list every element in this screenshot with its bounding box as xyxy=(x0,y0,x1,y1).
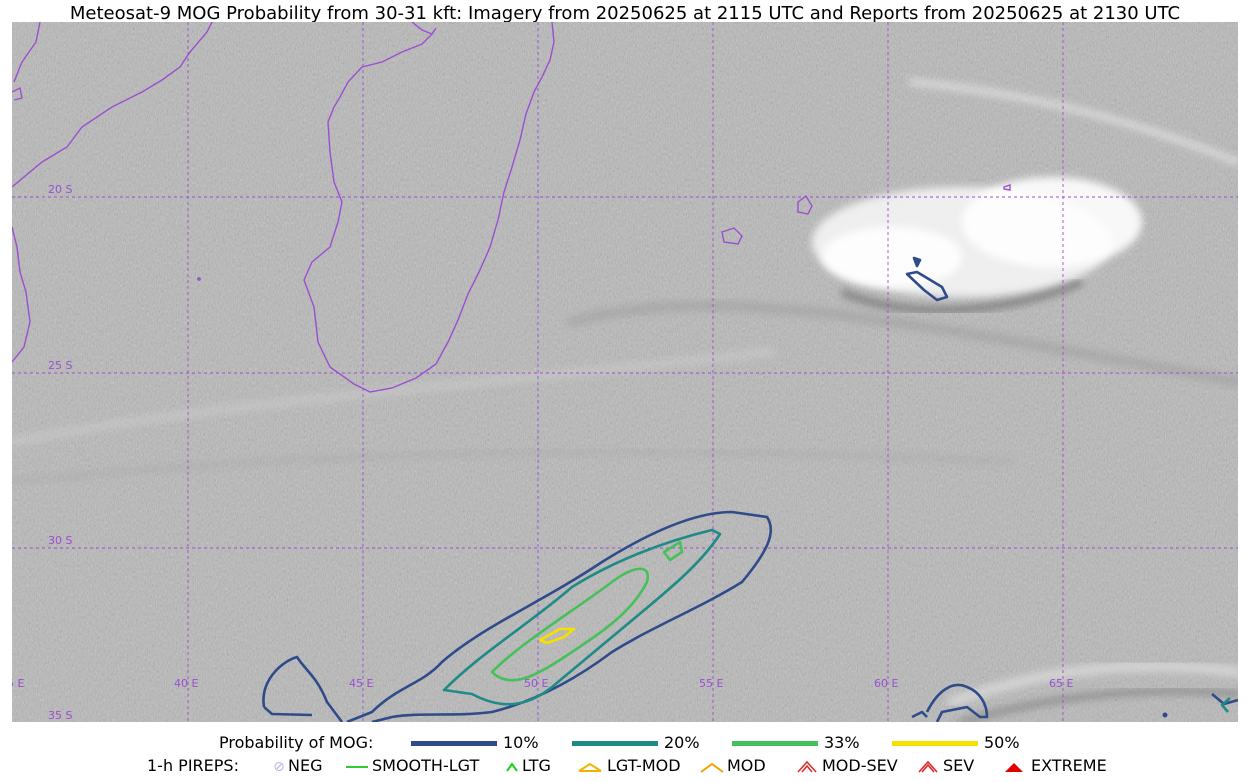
legend-smooth-lgt: SMOOTH-LGT xyxy=(346,756,479,776)
extreme-caret-icon xyxy=(1005,762,1023,772)
lon-label-55e: 55 E xyxy=(699,677,723,690)
legend-10-percent: 10% xyxy=(411,733,539,753)
lon-label-40e: 40 E xyxy=(174,677,198,690)
pireps-legend-label: 1-h PIREPS: xyxy=(147,756,239,775)
ltg-caret-icon xyxy=(506,761,518,772)
mod-caret-icon xyxy=(700,762,724,773)
grid-labels: 20 S 25 S 30 S 35 S 35 E 40 E 45 E 50 E … xyxy=(12,183,1073,722)
lat-label-35s: 35 S xyxy=(48,709,72,722)
neg-circle-icon: ⊘ xyxy=(273,758,285,775)
legend-mod-sev: MOD-SEV xyxy=(796,756,898,776)
coastlines xyxy=(12,22,1011,393)
lon-label-35e: 35 E xyxy=(12,677,24,690)
swatch-20 xyxy=(572,741,658,746)
mod-sev-caret-icon xyxy=(797,760,817,773)
legend-mod: MOD xyxy=(700,756,766,776)
lgt-mod-caret-icon xyxy=(578,762,602,772)
pireps-legend: 1-h PIREPS: ⊘ NEG SMOOTH-LGT LTG LGT-MOD … xyxy=(0,756,1250,776)
legend-extreme: EXTREME xyxy=(1003,756,1107,776)
satellite-map[interactable]: 20 S 25 S 30 S 35 S 35 E 40 E 45 E 50 E … xyxy=(12,22,1238,722)
smooth-line-icon xyxy=(346,765,368,768)
legend-neg: ⊘ NEG xyxy=(270,756,322,777)
legend-50-percent: 50% xyxy=(892,733,1020,753)
legend-ltg: LTG xyxy=(505,756,551,776)
lon-label-60e: 60 E xyxy=(874,677,898,690)
imagery-texture xyxy=(12,22,1238,722)
cloud-bands xyxy=(12,79,1238,722)
map-title: Meteosat-9 MOG Probability from 30-31 kf… xyxy=(69,3,1181,24)
lon-label-65e: 65 E xyxy=(1049,677,1073,690)
lon-label-50e: 50 E xyxy=(524,677,548,690)
swatch-10 xyxy=(411,741,497,746)
swatch-33 xyxy=(732,741,818,746)
lon-label-45e: 45 E xyxy=(349,677,373,690)
legend-lgt-mod: LGT-MOD xyxy=(578,756,681,776)
legend-33-percent: 33% xyxy=(732,733,860,753)
cloud-cluster xyxy=(812,177,1142,314)
sev-caret-icon xyxy=(918,760,938,773)
graticule xyxy=(12,22,1238,722)
lat-label-20s: 20 S xyxy=(48,183,72,196)
legend-sev: SEV xyxy=(917,756,974,776)
probability-legend-label: Probability of MOG: xyxy=(219,733,374,752)
lat-label-25s: 25 S xyxy=(48,359,72,372)
probability-contours xyxy=(262,256,1238,722)
probability-legend: Probability of MOG: 10% 20% 33% 50% xyxy=(0,733,1250,753)
map-canvas: 20 S 25 S 30 S 35 S 35 E 40 E 45 E 50 E … xyxy=(12,22,1238,722)
legend-20-percent: 20% xyxy=(572,733,700,753)
lat-label-30s: 30 S xyxy=(48,534,72,547)
swatch-50 xyxy=(892,741,978,746)
